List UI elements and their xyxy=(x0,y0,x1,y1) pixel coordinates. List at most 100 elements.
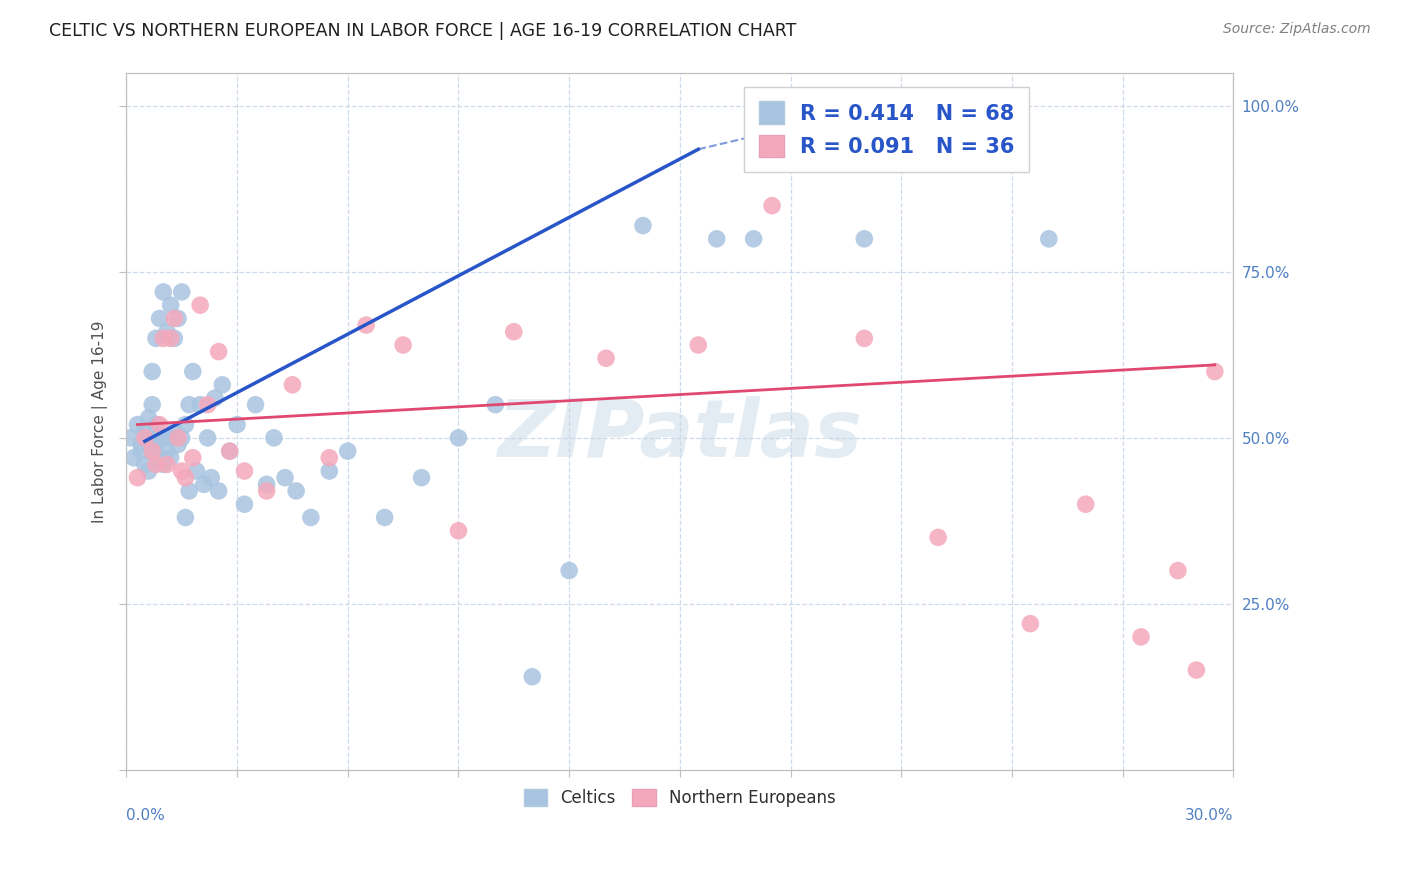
Point xyxy=(1167,564,1189,578)
Point xyxy=(141,444,163,458)
Point xyxy=(134,424,156,438)
Point xyxy=(1185,663,1208,677)
Point xyxy=(120,431,142,445)
Point xyxy=(152,458,174,472)
Point xyxy=(149,431,172,445)
Point xyxy=(163,424,186,438)
Point xyxy=(706,232,728,246)
Text: Source: ZipAtlas.com: Source: ZipAtlas.com xyxy=(1223,22,1371,37)
Point xyxy=(218,444,240,458)
Point xyxy=(170,464,193,478)
Point xyxy=(122,450,145,465)
Point xyxy=(156,458,179,472)
Point xyxy=(853,232,876,246)
Point xyxy=(149,417,172,432)
Point xyxy=(558,564,581,578)
Point xyxy=(159,331,181,345)
Point xyxy=(256,477,278,491)
Point xyxy=(742,232,765,246)
Point xyxy=(159,450,181,465)
Point xyxy=(127,417,149,432)
Point xyxy=(197,398,219,412)
Point xyxy=(186,464,208,478)
Point xyxy=(152,431,174,445)
Point xyxy=(141,365,163,379)
Legend: Celtics, Northern Europeans: Celtics, Northern Europeans xyxy=(517,782,842,814)
Point xyxy=(159,298,181,312)
Point xyxy=(156,444,179,458)
Text: 30.0%: 30.0% xyxy=(1185,808,1233,823)
Point xyxy=(167,437,190,451)
Point xyxy=(149,450,172,465)
Point xyxy=(141,444,163,458)
Point xyxy=(163,331,186,345)
Point xyxy=(188,298,211,312)
Point xyxy=(145,458,167,472)
Point xyxy=(163,311,186,326)
Point xyxy=(179,483,201,498)
Point xyxy=(631,219,654,233)
Point xyxy=(392,338,415,352)
Point xyxy=(200,471,222,485)
Point xyxy=(299,510,322,524)
Point xyxy=(149,311,172,326)
Point xyxy=(181,365,204,379)
Point xyxy=(354,318,377,332)
Point xyxy=(1074,497,1097,511)
Point xyxy=(167,431,190,445)
Point xyxy=(281,377,304,392)
Point xyxy=(138,464,160,478)
Point xyxy=(204,391,226,405)
Point xyxy=(1130,630,1153,644)
Point xyxy=(256,483,278,498)
Text: CELTIC VS NORTHERN EUROPEAN IN LABOR FORCE | AGE 16-19 CORRELATION CHART: CELTIC VS NORTHERN EUROPEAN IN LABOR FOR… xyxy=(49,22,797,40)
Text: ZIPatlas: ZIPatlas xyxy=(498,396,862,475)
Point xyxy=(145,417,167,432)
Point xyxy=(761,199,783,213)
Point xyxy=(927,530,949,544)
Text: 0.0%: 0.0% xyxy=(127,808,165,823)
Point xyxy=(207,344,229,359)
Point xyxy=(127,471,149,485)
Point xyxy=(152,331,174,345)
Point xyxy=(502,325,524,339)
Point xyxy=(447,524,470,538)
Point xyxy=(188,398,211,412)
Point xyxy=(141,398,163,412)
Point xyxy=(318,464,340,478)
Point xyxy=(138,431,160,445)
Point xyxy=(853,331,876,345)
Point xyxy=(211,377,233,392)
Point xyxy=(245,398,267,412)
Point xyxy=(688,338,710,352)
Point xyxy=(174,510,197,524)
Point xyxy=(274,471,297,485)
Point xyxy=(318,450,340,465)
Point xyxy=(447,431,470,445)
Point xyxy=(145,437,167,451)
Point xyxy=(134,431,156,445)
Point xyxy=(129,444,152,458)
Point xyxy=(170,285,193,299)
Point xyxy=(336,444,359,458)
Point xyxy=(159,431,181,445)
Point xyxy=(193,477,215,491)
Point xyxy=(1204,365,1226,379)
Point xyxy=(1019,616,1042,631)
Point xyxy=(179,398,201,412)
Point xyxy=(129,437,152,451)
Point xyxy=(218,444,240,458)
Point xyxy=(263,431,285,445)
Point xyxy=(138,411,160,425)
Point xyxy=(181,450,204,465)
Point xyxy=(233,497,256,511)
Point xyxy=(170,431,193,445)
Point xyxy=(522,670,544,684)
Point xyxy=(134,458,156,472)
Point xyxy=(207,483,229,498)
Point xyxy=(233,464,256,478)
Point xyxy=(374,510,396,524)
Point xyxy=(152,285,174,299)
Point xyxy=(174,471,197,485)
Point xyxy=(285,483,308,498)
